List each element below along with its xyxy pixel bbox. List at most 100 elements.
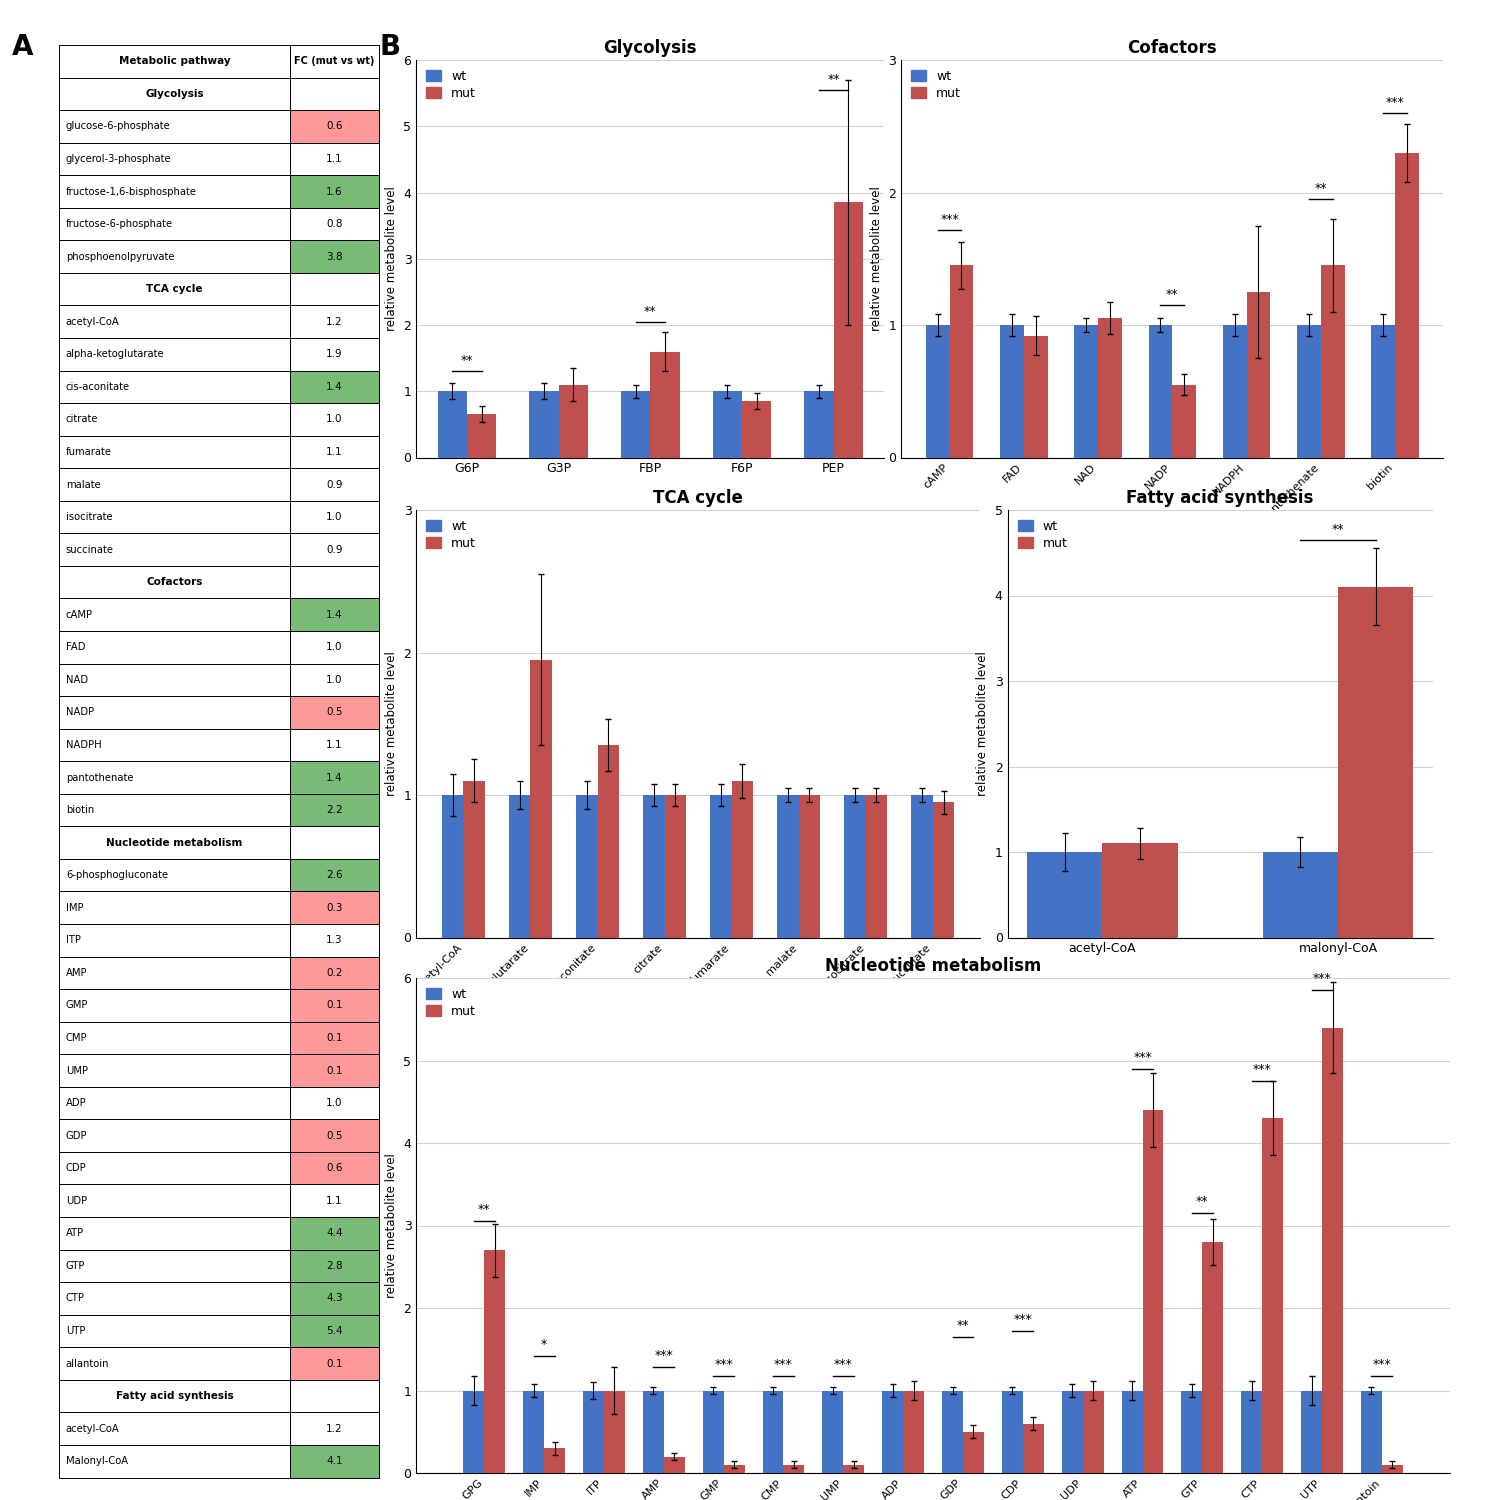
Bar — [290, 142, 379, 176]
Bar — [1361, 1390, 1381, 1473]
Text: alpha-ketoglutarate: alpha-ketoglutarate — [65, 350, 165, 360]
Text: 0.9: 0.9 — [326, 544, 342, 555]
Text: malate: malate — [65, 480, 101, 489]
Text: ***: *** — [834, 1358, 852, 1371]
Bar — [59, 859, 290, 891]
Text: 0.9: 0.9 — [326, 480, 342, 489]
Bar — [531, 660, 552, 938]
Bar — [290, 1216, 379, 1249]
Bar — [59, 729, 290, 762]
Bar — [604, 1390, 625, 1473]
Bar — [290, 794, 379, 826]
Text: 1.1: 1.1 — [326, 447, 342, 458]
Text: 1.0: 1.0 — [326, 642, 342, 652]
Bar — [290, 1152, 379, 1185]
Bar — [290, 404, 379, 435]
Bar — [59, 45, 290, 78]
Text: 1.2: 1.2 — [326, 316, 342, 327]
Bar — [926, 326, 950, 458]
Text: ATP: ATP — [65, 1228, 83, 1239]
Bar — [290, 696, 379, 729]
Legend: wt, mut: wt, mut — [422, 984, 480, 1022]
Text: biotin: biotin — [65, 806, 94, 814]
Bar — [290, 988, 379, 1022]
Text: ***: *** — [1313, 972, 1331, 986]
Text: FC (mut vs wt): FC (mut vs wt) — [294, 57, 375, 66]
Bar — [575, 795, 598, 938]
Bar — [799, 795, 821, 938]
Text: 1.3: 1.3 — [326, 936, 342, 945]
Text: UTP: UTP — [65, 1326, 85, 1336]
Text: 1.0: 1.0 — [326, 675, 342, 686]
Text: cAMP: cAMP — [65, 609, 92, 619]
Bar — [544, 1449, 565, 1473]
Bar — [598, 746, 619, 938]
Text: *: * — [541, 1338, 547, 1352]
Text: 0.1: 0.1 — [326, 1359, 342, 1368]
Text: ***: *** — [940, 213, 959, 225]
Text: 3.8: 3.8 — [326, 252, 342, 261]
Bar — [1395, 153, 1419, 458]
Bar — [665, 795, 686, 938]
Bar — [59, 762, 290, 794]
Bar — [59, 957, 290, 988]
Bar — [1182, 1390, 1203, 1473]
Text: 4.1: 4.1 — [326, 1456, 342, 1466]
Text: ***: *** — [775, 1358, 793, 1371]
Bar — [464, 780, 485, 938]
Bar — [943, 1390, 964, 1473]
Bar — [59, 566, 290, 598]
Bar — [290, 762, 379, 794]
Bar — [290, 1444, 379, 1478]
Bar — [1262, 1119, 1283, 1473]
Bar — [1097, 318, 1121, 458]
Text: IMP: IMP — [65, 903, 83, 914]
Bar — [59, 306, 290, 338]
Text: NADP: NADP — [65, 708, 94, 717]
Bar — [732, 780, 752, 938]
Bar — [59, 891, 290, 924]
Text: 1.0: 1.0 — [326, 1098, 342, 1108]
Text: Nucleotide metabolism: Nucleotide metabolism — [107, 837, 242, 848]
Text: 2.2: 2.2 — [326, 806, 342, 814]
Title: Cofactors: Cofactors — [1127, 39, 1218, 57]
Bar — [642, 1390, 663, 1473]
Text: TCA cycle: TCA cycle — [146, 284, 202, 294]
Bar — [59, 435, 290, 468]
Bar — [1025, 336, 1048, 458]
Text: A: A — [12, 33, 33, 62]
Text: Cofactors: Cofactors — [146, 578, 202, 586]
Bar — [1102, 843, 1178, 938]
Bar — [1262, 852, 1338, 938]
Bar — [59, 988, 290, 1022]
Text: UMP: UMP — [65, 1065, 88, 1076]
Bar — [932, 802, 955, 938]
Text: **: ** — [1332, 522, 1344, 536]
Bar — [59, 1250, 290, 1282]
Text: 1.1: 1.1 — [326, 740, 342, 750]
Text: 0.2: 0.2 — [326, 968, 342, 978]
Text: B: B — [379, 33, 400, 62]
Bar — [59, 176, 290, 208]
Bar — [1203, 1242, 1224, 1473]
Bar — [59, 1119, 290, 1152]
Bar — [1002, 1390, 1023, 1473]
Bar — [903, 1390, 923, 1473]
Text: 1.0: 1.0 — [326, 512, 342, 522]
Bar — [59, 663, 290, 696]
Bar — [290, 1347, 379, 1380]
Bar — [290, 598, 379, 632]
Bar — [290, 566, 379, 598]
Text: Malonyl-CoA: Malonyl-CoA — [65, 1456, 128, 1466]
Text: ***: *** — [1133, 1052, 1152, 1064]
Bar — [59, 404, 290, 435]
Text: 1.1: 1.1 — [326, 1196, 342, 1206]
Bar — [442, 795, 464, 938]
Text: 0.1: 0.1 — [326, 1000, 342, 1011]
Y-axis label: relative metabolite level: relative metabolite level — [975, 651, 989, 796]
Y-axis label: relative metabolite level: relative metabolite level — [385, 186, 399, 332]
Bar — [59, 468, 290, 501]
Bar — [784, 1464, 804, 1473]
Bar — [290, 240, 379, 273]
Text: 4.4: 4.4 — [326, 1228, 342, 1239]
